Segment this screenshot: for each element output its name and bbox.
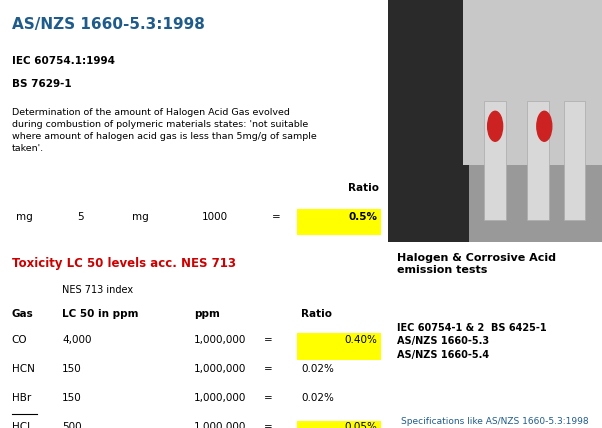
Bar: [297, 209, 380, 235]
Text: Toxicity LC 50 levels acc. NES 713: Toxicity LC 50 levels acc. NES 713: [11, 257, 235, 270]
Text: IEC 60754.1:1994: IEC 60754.1:1994: [11, 56, 114, 65]
Text: HCN: HCN: [11, 364, 34, 374]
Text: 4,000: 4,000: [62, 335, 92, 345]
Text: =: =: [264, 422, 273, 428]
Bar: [297, 333, 380, 360]
Text: =: =: [264, 393, 273, 403]
Text: 0.02%: 0.02%: [301, 364, 334, 374]
Bar: [485, 101, 506, 220]
Text: Specifications like AS/NZS 1660-5.3:1998
calling for Halogen Acid Gas to be less: Specifications like AS/NZS 1660-5.3:1998…: [396, 417, 595, 428]
Text: 1,000,000: 1,000,000: [194, 364, 247, 374]
Bar: [388, 0, 470, 242]
Text: 5: 5: [78, 212, 84, 222]
Text: mg: mg: [132, 212, 149, 222]
Text: BS 7629-1: BS 7629-1: [11, 79, 71, 89]
Text: NES 713 index: NES 713 index: [62, 285, 133, 295]
Text: 1,000,000: 1,000,000: [194, 393, 247, 403]
Text: AS/NZS 1660-5.3:1998: AS/NZS 1660-5.3:1998: [11, 17, 205, 32]
Text: HBr: HBr: [11, 393, 31, 403]
Text: IEC 60754-1 & 2  BS 6425-1
AS/NZS 1660-5.3
AS/NZS 1660-5.4: IEC 60754-1 & 2 BS 6425-1 AS/NZS 1660-5.…: [397, 323, 547, 360]
Text: =: =: [264, 364, 273, 374]
Text: Ratio: Ratio: [347, 183, 379, 193]
Text: 150: 150: [62, 393, 82, 403]
Text: 150: 150: [62, 364, 82, 374]
Text: 0.02%: 0.02%: [301, 393, 334, 403]
Text: mg: mg: [16, 212, 33, 222]
Text: ppm: ppm: [194, 309, 220, 318]
Text: CO: CO: [11, 335, 27, 345]
Text: Halogen & Corrosive Acid
emission tests: Halogen & Corrosive Acid emission tests: [397, 253, 556, 275]
Text: 0.40%: 0.40%: [344, 335, 377, 345]
Bar: [563, 101, 585, 220]
Text: Determination of the amount of Halogen Acid Gas evolved
during combustion of pol: Determination of the amount of Halogen A…: [11, 108, 317, 153]
Text: 0.5%: 0.5%: [349, 212, 377, 222]
Text: =: =: [264, 335, 273, 345]
Bar: [388, 0, 602, 242]
Bar: [297, 421, 380, 428]
Bar: [463, 0, 602, 165]
Circle shape: [537, 111, 552, 141]
Text: Ratio: Ratio: [301, 309, 332, 318]
Circle shape: [488, 111, 503, 141]
Text: 1,000,000: 1,000,000: [194, 335, 247, 345]
Text: =: =: [272, 212, 281, 222]
Text: 1000: 1000: [202, 212, 228, 222]
Text: LC 50 in ppm: LC 50 in ppm: [62, 309, 138, 318]
Text: Gas: Gas: [11, 309, 33, 318]
Text: 500: 500: [62, 422, 82, 428]
Text: HCl: HCl: [11, 422, 29, 428]
Text: 0.05%: 0.05%: [344, 422, 377, 428]
Text: 1,000,000: 1,000,000: [194, 422, 247, 428]
Bar: [527, 101, 548, 220]
